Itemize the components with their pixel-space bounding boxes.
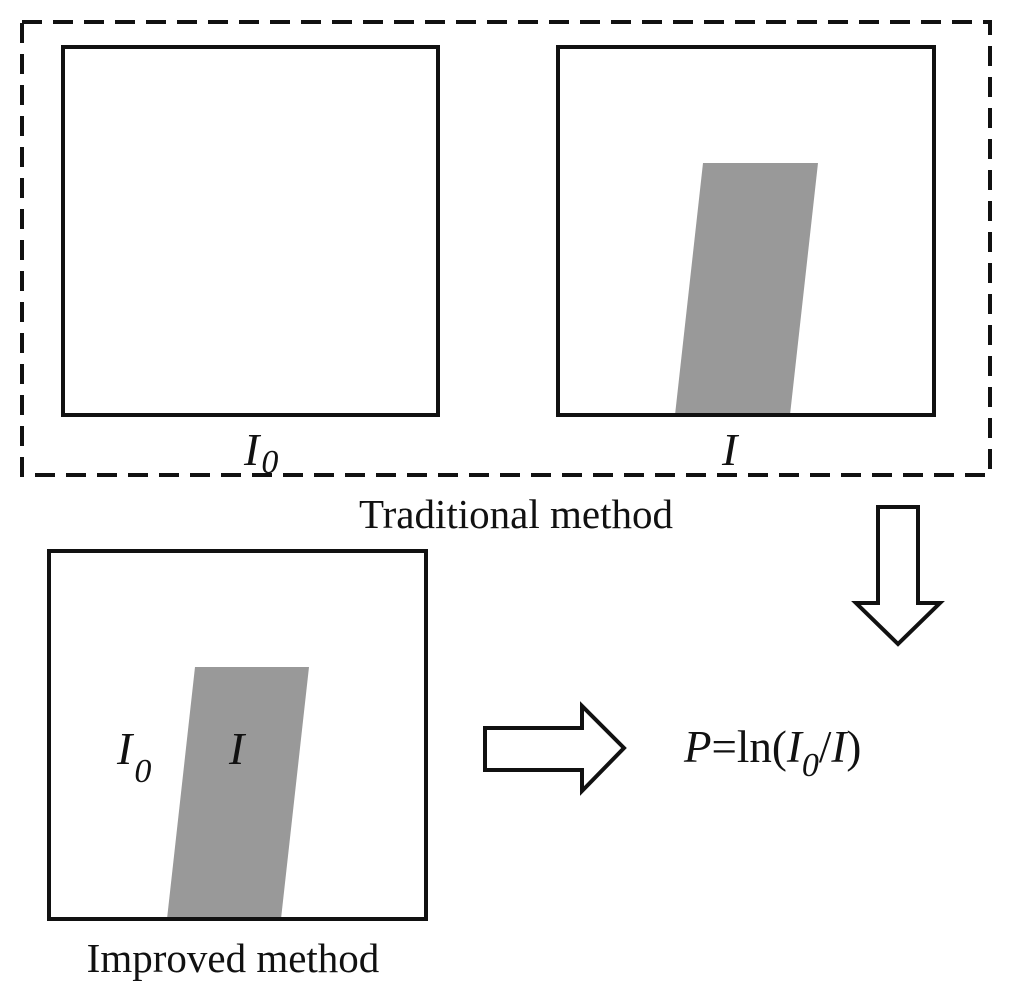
sample-region (675, 163, 818, 415)
reference-intensity-label: I0 (243, 424, 278, 481)
formula-function: ln( (737, 722, 787, 772)
down-arrow-icon (851, 505, 945, 647)
background-intensity-symbol: I (116, 723, 135, 774)
formula-numerator: I (786, 722, 804, 772)
background-intensity-subscript: 0 (134, 753, 151, 790)
improved-method-caption: Improved method (87, 935, 380, 981)
reference-intensity-subscript: 0 (261, 444, 278, 481)
formula-slash: / (819, 722, 832, 772)
background-intensity-label: I0 (116, 723, 151, 790)
right-arrow-icon (483, 701, 627, 796)
formula-numerator-subscript: 0 (802, 747, 819, 784)
reference-image-panel (61, 45, 440, 417)
formula-denominator: I (830, 722, 848, 772)
reference-intensity-symbol: I (243, 424, 262, 475)
formula-lhs: P (683, 722, 712, 772)
sample-image-panel-border (556, 45, 936, 417)
improved-image-panel-border (47, 549, 428, 921)
traditional-method-caption: Traditional method (359, 491, 673, 537)
formula-equals: = (712, 722, 737, 772)
sample-intensity-label: I (721, 424, 740, 475)
formula: P=ln(I0/I) (683, 722, 861, 784)
improved-sample-intensity-label: I (228, 723, 247, 774)
formula-close-paren: ) (846, 722, 861, 772)
improved-sample-region (167, 667, 309, 919)
traditional-method-frame (20, 20, 992, 477)
